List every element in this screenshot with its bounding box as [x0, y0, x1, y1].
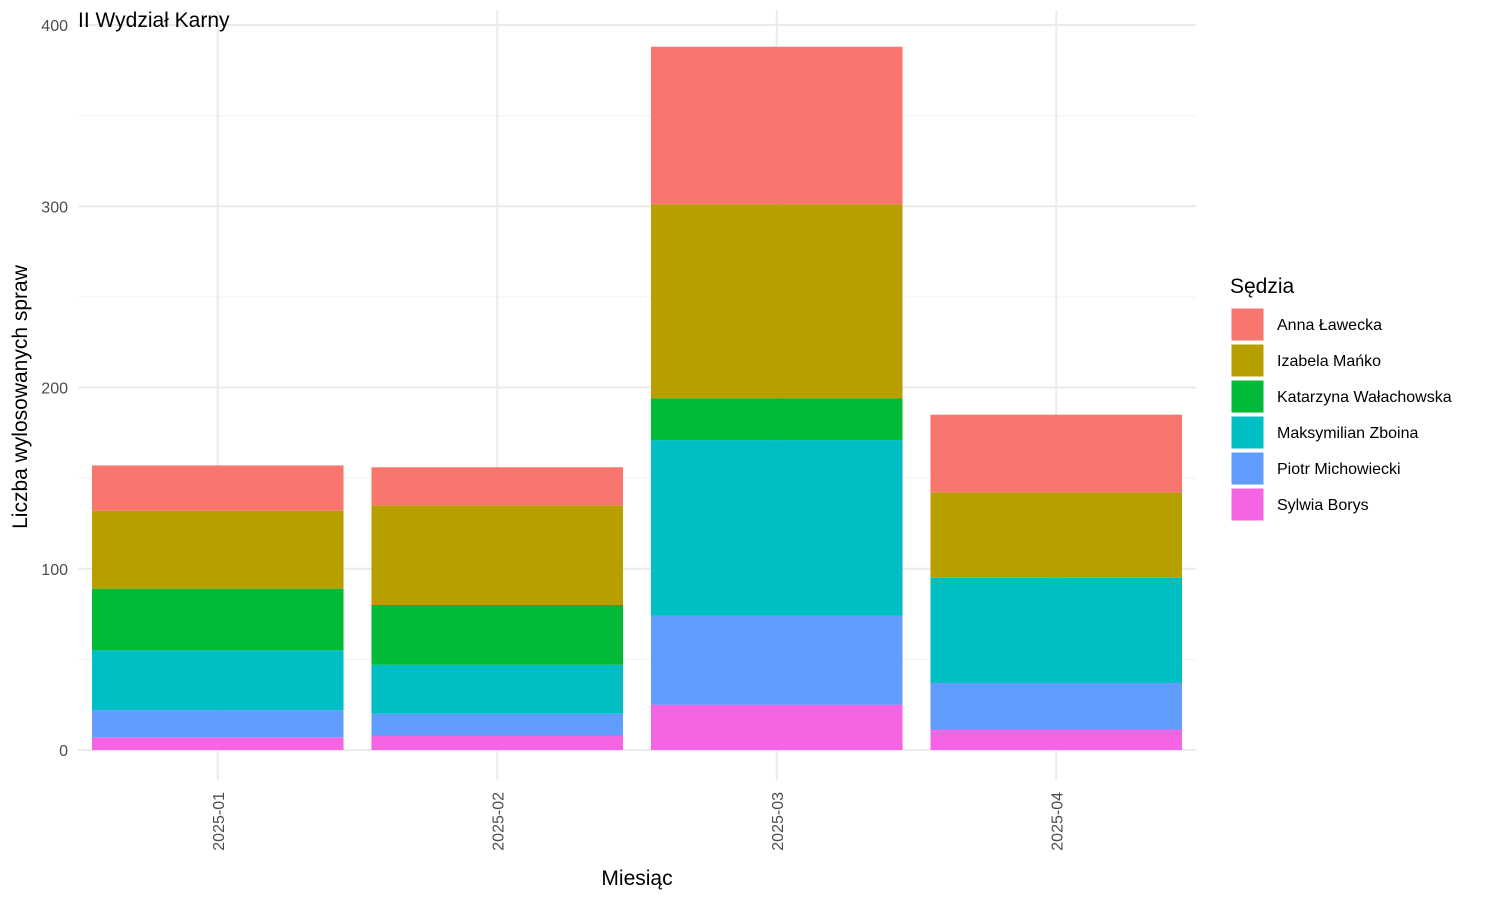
legend-swatch	[1230, 487, 1265, 522]
bar-segment	[91, 650, 344, 711]
bar-segment	[91, 737, 344, 750]
bar-segment	[650, 440, 903, 616]
y-axis-ticks: 0 100 200 300 400	[41, 18, 68, 760]
legend-label: Anna Ławecka	[1277, 317, 1382, 334]
bar-segment	[650, 204, 903, 399]
legend: Sędzia Anna Ławecka Izabela Mańko Katarzyn…	[1230, 275, 1452, 522]
bar-segment	[930, 682, 1183, 731]
legend-swatch	[1230, 415, 1265, 450]
legend-swatch	[1230, 379, 1265, 414]
bar-segment	[930, 577, 1183, 683]
bar-segment	[91, 510, 344, 589]
x-tick-label: 2025-04	[1049, 792, 1066, 851]
bar-segment	[371, 664, 624, 714]
x-tick-label: 2025-02	[490, 792, 507, 851]
legend-swatch	[1230, 307, 1265, 342]
legend-swatch	[1230, 343, 1265, 378]
bars	[91, 46, 1183, 750]
x-axis-ticks: 2025-01 2025-02 2025-03 2025-04	[211, 792, 1067, 851]
y-tick-label: 400	[41, 18, 68, 35]
bar-segment	[371, 735, 624, 750]
x-tick-label: 2025-03	[770, 792, 787, 851]
bar-segment	[371, 505, 624, 605]
legend-items: Anna Ławecka Izabela Mańko Katarzyna Wałac…	[1230, 307, 1452, 522]
bar-segment	[371, 467, 624, 506]
bar-segment	[930, 492, 1183, 578]
x-axis-title: Miesiąc	[601, 867, 672, 890]
y-tick-label: 200	[41, 381, 68, 398]
x-tick-label: 2025-01	[211, 792, 228, 851]
bar-segment	[91, 588, 344, 651]
bar-segment	[650, 398, 903, 441]
legend-swatch	[1230, 451, 1265, 486]
bar-segment	[930, 730, 1183, 750]
bar-segment	[91, 465, 344, 511]
legend-label: Katarzyna Wałachowska	[1277, 389, 1452, 406]
legend-label: Piotr Michowiecki	[1277, 461, 1401, 478]
legend-label: Maksymilian Zboina	[1277, 425, 1418, 442]
y-tick-label: 300	[41, 199, 68, 216]
y-tick-label: 0	[59, 743, 68, 760]
bar-segment	[371, 605, 624, 665]
y-tick-label: 100	[41, 562, 68, 579]
legend-title: Sędzia	[1230, 275, 1295, 298]
bar-segment	[91, 710, 344, 738]
y-axis-title: Liczba wylosowanych spraw	[9, 264, 32, 529]
chart-title: II Wydział Karny	[78, 9, 230, 32]
bar-segment	[930, 414, 1183, 493]
bar-segment	[650, 704, 903, 750]
bar-segment	[650, 615, 903, 705]
legend-label: Sylwia Borys	[1277, 497, 1369, 514]
legend-label: Izabela Mańko	[1277, 353, 1381, 370]
bar-segment	[650, 46, 903, 205]
bar-segment	[371, 713, 624, 736]
